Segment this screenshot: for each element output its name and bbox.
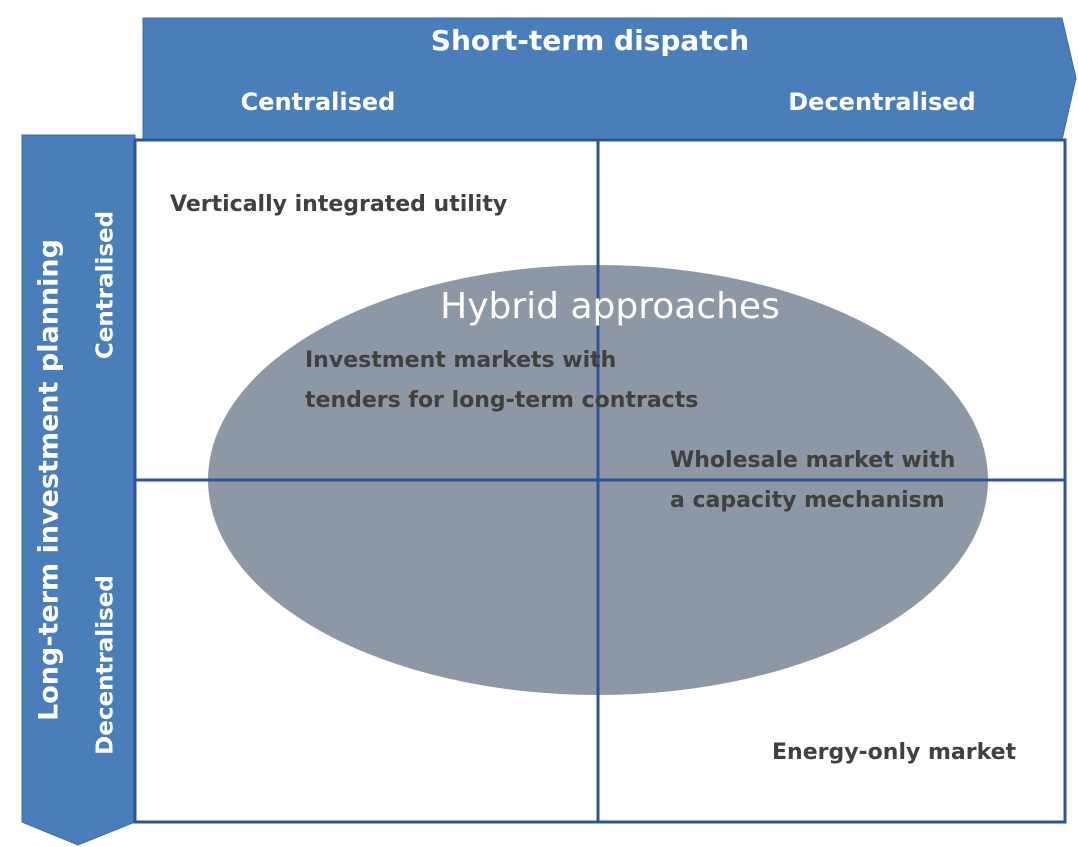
column-label: Centralised	[241, 88, 396, 116]
row-label: Decentralised	[93, 575, 119, 755]
cell-text: Energy-only market	[772, 740, 1017, 765]
cell-text: Investment markets with	[305, 348, 616, 373]
hybrid-title: Hybrid approaches	[440, 286, 780, 327]
row-label: Centralised	[93, 211, 119, 359]
side-title: Long-term investment planning	[34, 239, 65, 721]
header-title: Short-term dispatch	[431, 24, 749, 57]
column-label: Decentralised	[788, 88, 976, 116]
cell-text: a capacity mechanism	[670, 488, 945, 513]
top-arrow	[142, 17, 1077, 141]
left-arrow	[21, 134, 136, 846]
cell-text: tenders for long-term contracts	[305, 388, 698, 413]
cell-text: Vertically integrated utility	[170, 192, 507, 217]
cell-text: Wholesale market with	[670, 448, 955, 473]
